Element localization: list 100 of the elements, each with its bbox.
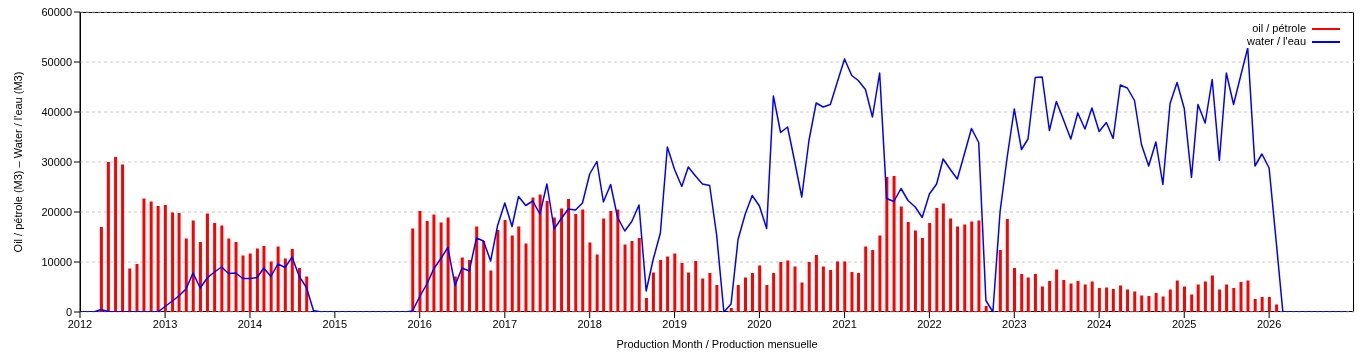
bar (142, 198, 146, 312)
bar (1175, 280, 1179, 312)
bar (843, 261, 847, 312)
bar (1239, 282, 1243, 312)
x-tick-label: 2015 (322, 317, 348, 330)
bar (1105, 287, 1109, 312)
bar (411, 228, 415, 312)
bar (701, 278, 705, 312)
bar (814, 255, 818, 312)
bar (262, 246, 266, 312)
bar (1033, 274, 1037, 312)
bar (956, 226, 960, 312)
bar (1062, 280, 1066, 312)
x-axis-title: Production Month / Production mensuelle (616, 338, 818, 350)
bar (234, 242, 238, 312)
bar (765, 285, 769, 312)
y-axis-title: Oil / pétrole (M3) – Water / l'eau (M3) (11, 71, 24, 253)
bar (574, 214, 578, 312)
bar (205, 213, 209, 312)
bar (829, 270, 833, 312)
bar (156, 206, 160, 312)
bar (489, 270, 493, 312)
x-tick-label: 2023 (1002, 317, 1027, 330)
bar (1055, 269, 1059, 312)
bar (1218, 289, 1222, 312)
bar (503, 220, 507, 312)
bar (1190, 294, 1194, 312)
x-tick-label: 2026 (1256, 317, 1282, 330)
x-tick-label: 2025 (1172, 317, 1197, 330)
bar (1225, 284, 1229, 312)
bar (149, 201, 153, 312)
bar (545, 201, 549, 312)
bar (1260, 297, 1264, 312)
bar (1275, 304, 1279, 312)
bar (821, 266, 825, 312)
bar (114, 157, 118, 312)
bar (99, 227, 103, 312)
bar (623, 244, 627, 312)
x-tick-label: 2021 (832, 317, 857, 330)
bar (941, 203, 945, 312)
bar (687, 272, 691, 312)
bar (475, 226, 479, 312)
bar (121, 164, 125, 312)
bar (1133, 291, 1137, 312)
bar (708, 273, 712, 312)
bar (1147, 296, 1151, 312)
bar (1183, 286, 1186, 312)
bar (1161, 296, 1165, 312)
bar (1267, 297, 1271, 312)
bar (750, 273, 754, 312)
bar (920, 238, 924, 312)
bar (446, 217, 450, 312)
bar (850, 272, 854, 312)
bar (177, 213, 181, 312)
bar (758, 265, 762, 312)
bar (651, 272, 655, 312)
bar (786, 260, 790, 312)
x-tick-label: 2012 (67, 317, 93, 330)
bar (567, 199, 571, 312)
bar (729, 308, 733, 312)
bar (595, 254, 599, 312)
bar (885, 177, 889, 312)
bar (793, 266, 797, 312)
bar (269, 261, 273, 312)
bar (128, 268, 132, 312)
bar (283, 258, 287, 312)
x-tick-label: 2020 (747, 317, 772, 330)
y-tick-label: 30000 (41, 155, 72, 168)
bar (913, 230, 917, 312)
bar (807, 262, 811, 312)
x-tick-label: 2013 (152, 317, 178, 330)
legend-label: oil / pétrole (1252, 22, 1306, 35)
bar (1196, 284, 1200, 312)
bar (1069, 283, 1073, 312)
bar (644, 298, 648, 312)
bar (220, 225, 224, 312)
bar (1097, 288, 1101, 312)
y-tick-label: 10000 (41, 255, 72, 268)
bar (715, 285, 719, 312)
bar (1090, 281, 1094, 312)
bar (892, 176, 896, 312)
bar (1048, 281, 1052, 312)
bar (1111, 289, 1115, 312)
x-tick-label: 2018 (577, 317, 602, 330)
bar (560, 208, 564, 312)
bar (531, 197, 535, 312)
x-tick-label: 2024 (1086, 317, 1112, 330)
bar (524, 243, 528, 312)
bar (248, 253, 252, 312)
bar (609, 211, 613, 312)
bar (1026, 277, 1030, 312)
x-tick-label: 2019 (662, 317, 687, 330)
bar (1210, 275, 1214, 312)
bar (906, 222, 910, 312)
bar (772, 273, 776, 312)
x-tick-label: 2016 (407, 317, 432, 330)
bar (694, 261, 698, 312)
bar (984, 306, 988, 312)
x-tick-label: 2017 (492, 317, 518, 330)
bar (241, 255, 245, 312)
